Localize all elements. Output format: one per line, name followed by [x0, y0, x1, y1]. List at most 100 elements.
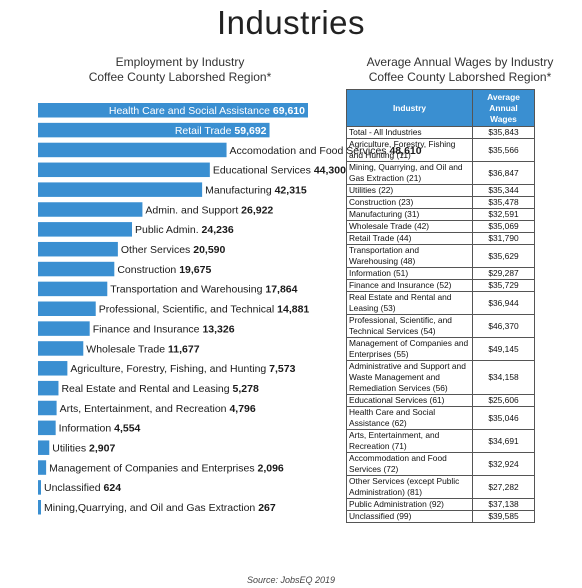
- wage-table-row: Total - All Industries $35,843: [346, 126, 535, 139]
- wage-industry-cell: Retail Trade (44): [346, 232, 473, 245]
- bar-category: Retail Trade: [175, 125, 232, 137]
- bar-10: [38, 281, 108, 297]
- bar-label-10: Transportation and Warehousing 17,864: [110, 284, 297, 296]
- wage-table-row: Retail Trade (44) $31,790: [346, 232, 535, 245]
- wage-industry-cell: Construction (23): [346, 196, 473, 209]
- wage-table-row: Finance and Insurance (52) $35,729: [346, 279, 535, 292]
- wage-industry-cell: Utilities (22): [346, 184, 473, 197]
- wage-value-cell: $35,629: [472, 244, 535, 268]
- bar-value: 4,554: [114, 423, 140, 435]
- bar-15: [38, 380, 59, 396]
- employment-chart-title: Employment by Industry: [115, 55, 245, 69]
- bar-category: Admin. and Support: [145, 204, 238, 216]
- wage-industry-cell: Management of Companies and Enterprises …: [346, 337, 473, 361]
- wage-industry-cell: Manufacturing (31): [346, 208, 473, 221]
- wage-table-row: Mining, Quarrying, and Oil and Gas Extra…: [346, 161, 535, 185]
- bar-value: 11,677: [168, 343, 200, 355]
- wage-table-heading: Average Annual Wages by Industry Coffee …: [340, 55, 580, 85]
- bar-value: 19,675: [179, 264, 211, 276]
- bar-category: Mining,Quarrying, and Oil and Gas Extrac…: [44, 502, 255, 514]
- bar-6: [38, 202, 143, 217]
- bar-label-13: Wholesale Trade 11,677: [86, 343, 199, 355]
- bar-value: 2,907: [89, 443, 115, 455]
- wage-table-row: Construction (23) $35,478: [346, 196, 535, 209]
- wage-value-cell: $35,566: [472, 138, 535, 162]
- bar-value: 44,300: [314, 165, 346, 177]
- wage-value-cell: $35,069: [472, 220, 535, 233]
- bar-9: [38, 261, 115, 277]
- wage-industry-cell: Educational Services (61): [346, 394, 473, 407]
- wage-table-row: Transportation and Warehousing (48) $35,6…: [346, 244, 535, 268]
- wage-industry-cell: Health Care and Social Assistance (62): [346, 406, 473, 430]
- wage-value-cell: $35,344: [472, 184, 535, 197]
- bar-value: 7,573: [269, 363, 295, 375]
- bar-label-18: Utilities 2,907: [52, 443, 115, 455]
- wage-table-row: Information (51) $29,287: [346, 267, 535, 280]
- wage-value-cell: $31,790: [472, 232, 535, 245]
- wage-value-cell: $29,287: [472, 267, 535, 280]
- wage-industry-cell: Administrative and Support and Waste Man…: [346, 360, 473, 395]
- bar-21: [38, 500, 41, 515]
- wage-table-row: Educational Services (61) $25,606: [346, 394, 535, 407]
- wage-industry-cell: Other Services (except Public Administra…: [346, 475, 473, 499]
- wage-industry-cell: Finance and Insurance (52): [346, 279, 473, 292]
- bar-category: Construction: [117, 264, 176, 276]
- bar-label-6: Admin. and Support 26,922: [145, 204, 273, 216]
- wage-industry-cell: Total - All Industries: [346, 126, 473, 139]
- bar-category: Wholesale Trade: [86, 343, 165, 355]
- wage-value-cell: $36,847: [472, 161, 535, 185]
- bar-label-20: Unclassified 624: [44, 482, 121, 494]
- bar-category: Utilities: [52, 443, 86, 455]
- bar-category: Finance and Insurance: [93, 323, 200, 335]
- bar-label-7: Public Admin. 24,236: [135, 224, 234, 236]
- wage-table-header-industry: Industry: [346, 89, 473, 127]
- wage-table-header-wages: Average Annual Wages: [472, 89, 535, 127]
- wage-value-cell: $32,591: [472, 208, 535, 221]
- wage-table-row: Real Estate and Rental and Leasing (53) $…: [346, 291, 535, 315]
- wage-value-cell: $34,158: [472, 360, 535, 395]
- wage-table-row: Other Services (except Public Administra…: [346, 475, 535, 499]
- bar-value: 14,881: [277, 304, 309, 316]
- wage-table-row: Utilities (22) $35,344: [346, 184, 535, 197]
- bar-category: Educational Services: [213, 165, 311, 177]
- bar-category: Agriculture, Forestry, Fishing, and Hunt…: [70, 363, 266, 375]
- bar-label-11: Professional, Scientific, and Technical …: [99, 304, 310, 316]
- bar-value: 20,590: [193, 244, 225, 256]
- wage-table-row: Agriculture, Forestry, Fishing and Hunti…: [346, 138, 535, 162]
- wage-value-cell: $35,843: [472, 126, 535, 139]
- wage-value-cell: $34,691: [472, 429, 535, 453]
- wage-table-title: Average Annual Wages by Industry: [366, 55, 554, 69]
- bar-18: [38, 440, 50, 455]
- bar-14: [38, 361, 68, 376]
- bar-label-2: Retail Trade 59,692: [175, 125, 267, 137]
- wage-value-cell: $36,944: [472, 291, 535, 315]
- wage-value-cell: $39,585: [472, 510, 535, 523]
- wage-industry-cell: Accommodation and Food Services (72): [346, 452, 473, 476]
- bar-category: Manufacturing: [205, 184, 272, 196]
- source-note: Source: JobsEQ 2019: [246, 575, 336, 585]
- wage-industry-cell: Real Estate and Rental and Leasing (53): [346, 291, 473, 315]
- wage-table-subtitle: Coffee County Laborshed Region*: [368, 70, 552, 84]
- wage-value-cell: $46,370: [472, 314, 535, 338]
- wage-value-cell: $32,924: [472, 452, 535, 476]
- page-title: Industries: [216, 4, 366, 41]
- bar-value: 624: [104, 482, 122, 494]
- bar-5: [38, 182, 203, 197]
- wage-table-row: Unclassified (99) $39,585: [346, 510, 535, 523]
- bar-value: 267: [258, 502, 276, 514]
- bar-category: Unclassified: [44, 482, 101, 494]
- employment-chart-heading: Employment by Industry Coffee County Lab…: [30, 55, 330, 85]
- wage-table-row: Administrative and Support and Waste Man…: [346, 360, 535, 395]
- wage-value-cell: $35,046: [472, 406, 535, 430]
- bar-1: [38, 103, 308, 118]
- bar-4: [38, 162, 210, 178]
- bar-label-8: Other Services 20,590: [121, 244, 226, 256]
- bar-value: 13,326: [202, 323, 234, 335]
- bar-label-5: Manufacturing 42,315: [205, 184, 307, 196]
- bar-17: [38, 420, 56, 436]
- bar-value: 26,922: [241, 204, 273, 216]
- wage-industry-cell: Professional, Scientific, and Technical …: [346, 314, 473, 338]
- bar-7: [38, 222, 133, 237]
- wage-table-row: Accommodation and Food Services (72) $32,…: [346, 452, 535, 476]
- wage-value-cell: $25,606: [472, 394, 535, 407]
